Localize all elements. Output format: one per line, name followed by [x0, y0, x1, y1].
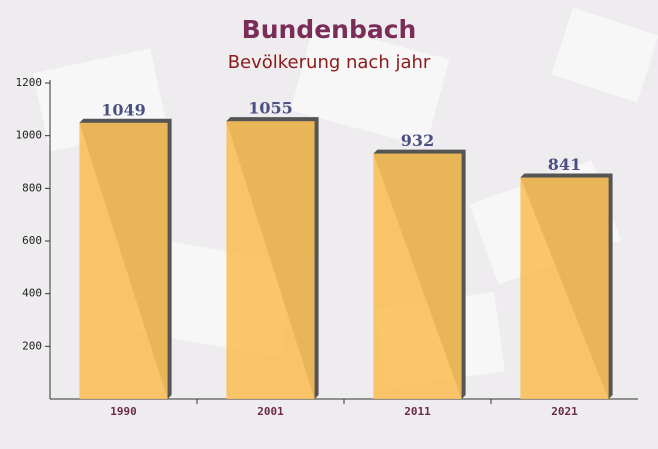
- bar: [226, 121, 315, 399]
- x-tick-label: 2021: [551, 405, 578, 418]
- value-label: 841: [548, 155, 581, 174]
- chart-title: Bundenbach: [242, 15, 417, 44]
- value-label: 932: [401, 131, 434, 150]
- x-tick-label: 2001: [257, 405, 284, 418]
- y-tick-label: 1200: [16, 76, 43, 89]
- bar: [79, 122, 168, 399]
- value-label: 1049: [101, 100, 146, 119]
- x-tick-label: 2011: [404, 405, 431, 418]
- bar: [520, 177, 609, 399]
- x-tick-label: 1990: [110, 405, 137, 418]
- y-tick-label: 200: [22, 339, 42, 352]
- chart-subtitle: Bevölkerung nach jahr: [228, 52, 431, 73]
- y-tick-label: 400: [22, 287, 42, 300]
- y-tick-label: 1000: [16, 129, 43, 142]
- y-tick-label: 600: [22, 234, 42, 247]
- value-label: 1055: [248, 99, 293, 118]
- bar: [373, 153, 462, 399]
- y-tick-label: 800: [22, 181, 42, 194]
